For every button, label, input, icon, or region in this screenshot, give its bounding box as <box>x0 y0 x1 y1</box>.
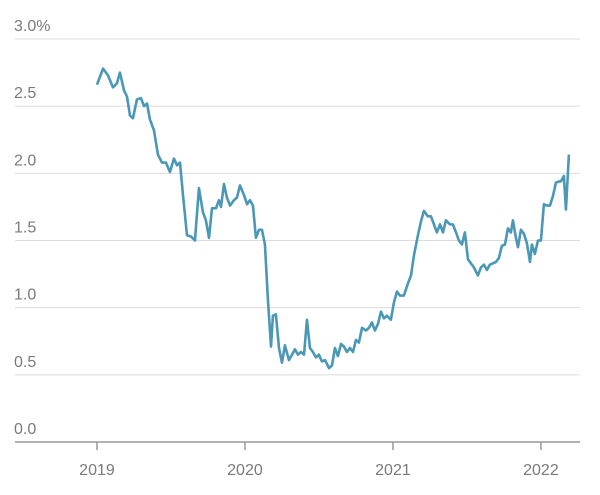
y-tick-label: 2.0 <box>14 152 36 169</box>
y-tick-label: 0.0 <box>14 421 36 438</box>
y-tick-label: 3.0% <box>14 18 50 35</box>
y-tick-label: 2.5 <box>14 85 36 102</box>
y-tick-label: 1.5 <box>14 220 36 237</box>
y-tick-label: 1.0 <box>14 287 36 304</box>
x-tick-label: 2019 <box>79 462 115 479</box>
data-line <box>95 67 571 370</box>
y-tick-label: 0.5 <box>14 354 36 371</box>
x-tick-label: 2020 <box>227 462 263 479</box>
x-tick-label: 2021 <box>375 462 411 479</box>
x-tick-label: 2022 <box>523 462 559 479</box>
